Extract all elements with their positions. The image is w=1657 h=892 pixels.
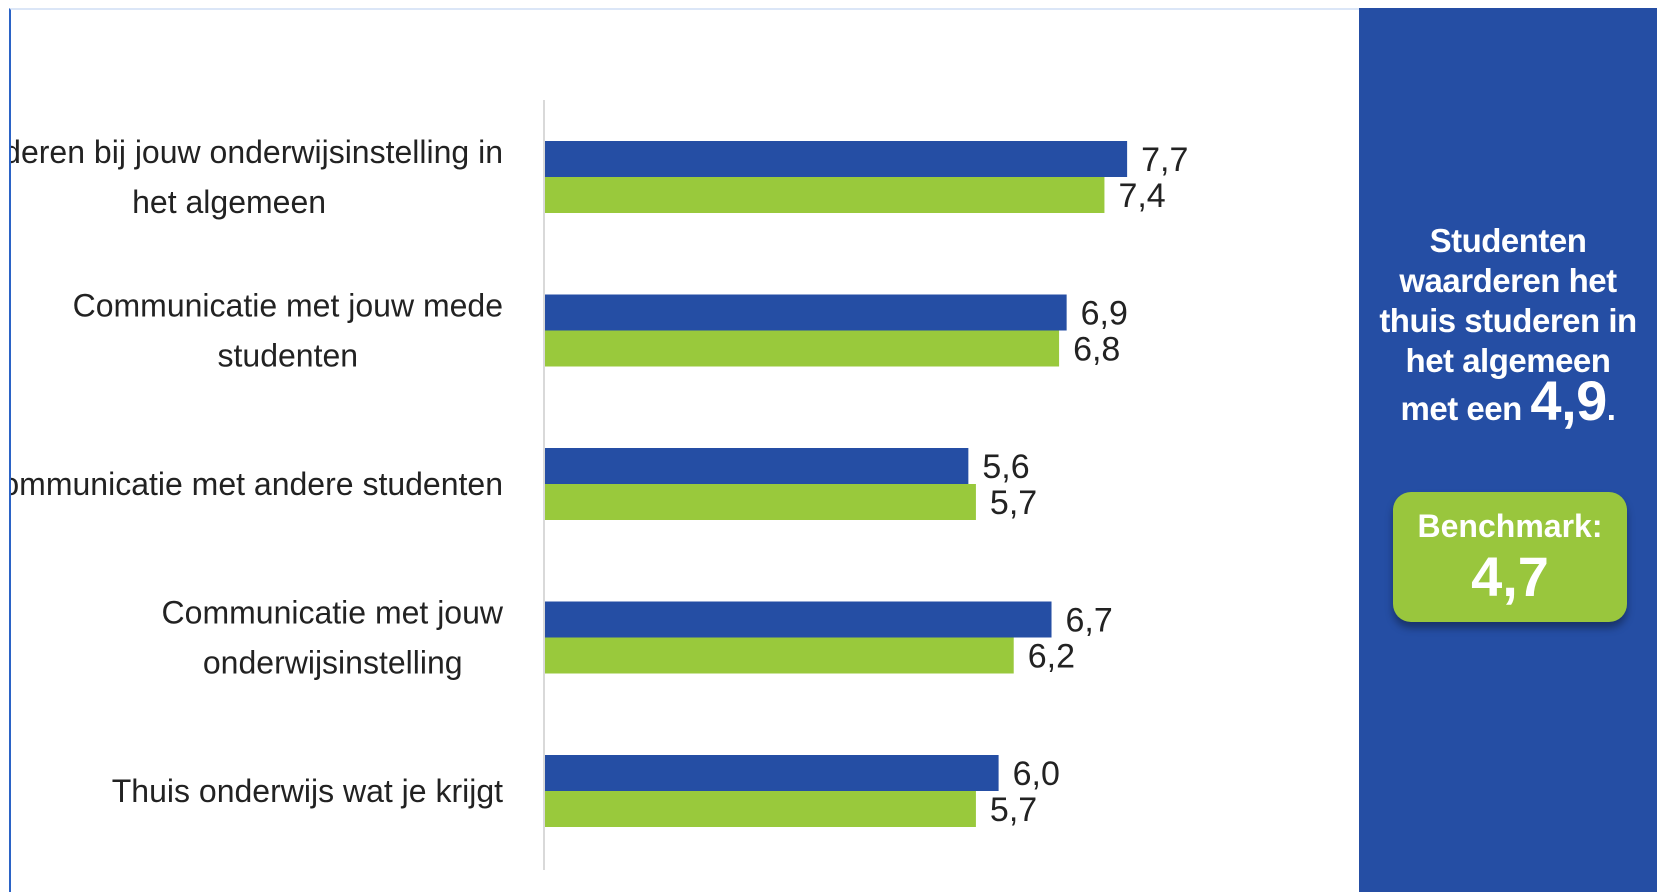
category-label: Thuis onderwijs wat je krijgt bbox=[112, 773, 503, 809]
bar-value-label: 6,8 bbox=[1073, 331, 1120, 369]
score-suffix: . bbox=[1606, 390, 1616, 427]
bars-group bbox=[545, 141, 1128, 827]
score-prefix: met een bbox=[1400, 390, 1531, 427]
bar-value-label: 6,9 bbox=[1081, 295, 1128, 333]
category-label: Communicatie met jouw bbox=[162, 595, 504, 631]
category-label: Communicatie met jouw mede bbox=[73, 288, 503, 324]
bar bbox=[545, 755, 999, 791]
category-label: Studeren bij jouw onderwijsinstelling in bbox=[11, 134, 503, 170]
chart-area: 7,77,46,96,85,65,76,76,26,05,7 Studeren … bbox=[9, 8, 1359, 892]
category-label: het algemeen bbox=[132, 184, 326, 220]
summary-score-line: met een 4,9. bbox=[1369, 373, 1647, 429]
bar-chart: 7,77,46,96,85,65,76,76,26,05,7 Studeren … bbox=[11, 100, 1188, 870]
bar-value-label: 5,6 bbox=[982, 448, 1029, 486]
bar-value-label: 7,7 bbox=[1141, 141, 1188, 179]
bar-value-label: 6,7 bbox=[1066, 602, 1113, 640]
bar bbox=[545, 601, 1052, 638]
summary-line: het algemeen bbox=[1405, 342, 1611, 379]
summary-panel: Studenten waarderen het thuis studeren i… bbox=[1359, 8, 1657, 892]
benchmark-badge: Benchmark: 4,7 bbox=[1393, 492, 1627, 622]
bar-value-label: 5,7 bbox=[990, 484, 1037, 522]
bar-value-label: 6,2 bbox=[1028, 638, 1075, 676]
bar bbox=[545, 141, 1128, 177]
benchmark-label: Benchmark: bbox=[1417, 508, 1603, 544]
category-labels-group: Studeren bij jouw onderwijsinstelling in… bbox=[11, 134, 504, 809]
bar bbox=[545, 484, 976, 520]
category-label: onderwijsinstelling bbox=[203, 645, 463, 681]
bar bbox=[545, 791, 976, 827]
category-label: Communicatie met andere studenten bbox=[11, 466, 503, 502]
bar bbox=[545, 294, 1067, 331]
summary-line: waarderen het bbox=[1399, 262, 1617, 299]
bar-value-label: 7,4 bbox=[1118, 177, 1165, 215]
bar bbox=[545, 448, 969, 484]
summary-line: thuis studeren in bbox=[1379, 302, 1637, 339]
bar bbox=[545, 330, 1060, 367]
overall-score: 4,9 bbox=[1530, 369, 1607, 432]
benchmark-value: 4,7 bbox=[1471, 545, 1549, 608]
bar bbox=[545, 177, 1105, 213]
value-labels-group: 7,77,46,96,85,65,76,76,26,05,7 bbox=[982, 141, 1188, 829]
summary-text: Studenten waarderen het thuis studeren i… bbox=[1369, 221, 1647, 429]
bar bbox=[545, 637, 1014, 674]
bar-value-label: 6,0 bbox=[1013, 755, 1060, 793]
bar-value-label: 5,7 bbox=[990, 791, 1037, 829]
summary-line: Studenten bbox=[1429, 222, 1587, 259]
category-label: studenten bbox=[218, 338, 359, 374]
